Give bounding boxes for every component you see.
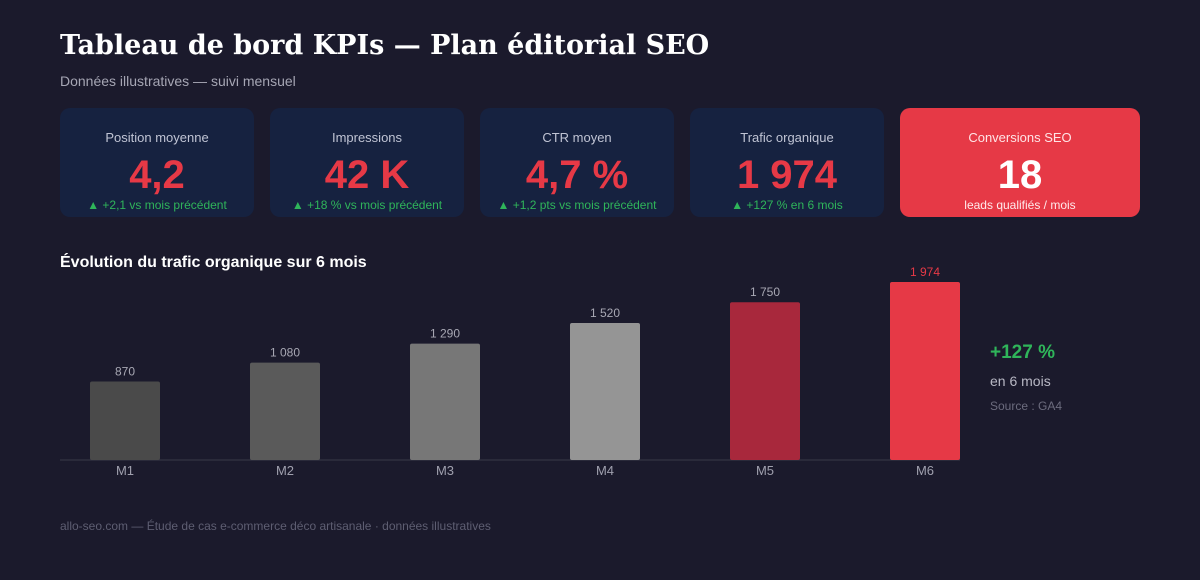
kpi-card-conversions: Conversions SEO 18 leads qualifiés / moi…: [900, 108, 1140, 217]
bar-value-label: 1 520: [590, 306, 620, 320]
kpi-label: CTR moyen: [542, 130, 612, 145]
kpi-card-traffic: Trafic organique 1 974 ▲ +127 % en 6 moi…: [690, 108, 884, 217]
page-subtitle: Données illustratives — suivi mensuel: [60, 73, 296, 89]
x-tick-label: M2: [276, 463, 294, 478]
kpi-delta: ▲ +2,1 vs mois précédent: [87, 198, 227, 212]
bar-m2: [250, 362, 320, 460]
kpi-label: Impressions: [331, 130, 403, 145]
data-source: Source : GA4: [990, 399, 1063, 413]
bar-value-label: 870: [115, 365, 135, 379]
kpi-label: Position moyenne: [105, 130, 209, 145]
kpi-delta: ▲ +18 % vs mois précédent: [291, 198, 443, 212]
bar-m3: [410, 343, 480, 460]
bar-value-label: 1 290: [430, 327, 460, 341]
kpi-label: Trafic organique: [740, 130, 834, 145]
x-tick-label: M6: [916, 463, 934, 478]
footer-note: allo-seo.com — Étude de cas e-commerce d…: [60, 519, 491, 533]
kpi-card-position: Position moyenne 4,2 ▲ +2,1 vs mois préc…: [60, 108, 254, 217]
kpi-value: 4,7 %: [525, 153, 629, 197]
bar-m5: [730, 302, 800, 460]
bar-m4: [570, 322, 640, 460]
kpi-card-impressions: Impressions 42 K ▲ +18 % vs mois précéde…: [270, 108, 464, 217]
x-tick-label: M3: [436, 463, 454, 478]
bar-value-label: 1 750: [750, 285, 780, 299]
kpi-value: 4,2: [129, 153, 185, 197]
page-title: Tableau de bord KPIs — Plan éditorial SE…: [60, 30, 710, 61]
bar-m1: [90, 381, 160, 460]
kpi-value: 1 974: [736, 153, 838, 197]
growth-value: +127 %: [990, 342, 1055, 363]
x-tick-label: M4: [596, 463, 614, 478]
kpi-value: 42 K: [324, 153, 410, 197]
kpi-card-ctr: CTR moyen 4,7 % ▲ +1,2 pts vs mois précé…: [480, 108, 674, 217]
growth-period: en 6 mois: [990, 373, 1051, 389]
kpi-delta: ▲ +127 % en 6 mois: [731, 198, 843, 212]
bar-value-label: 1 080: [270, 346, 300, 360]
x-tick-label: M5: [756, 463, 774, 478]
bar-m6: [890, 282, 960, 460]
kpi-label: Conversions SEO: [968, 130, 1072, 145]
kpi-delta: ▲ +1,2 pts vs mois précédent: [497, 198, 657, 212]
kpi-caption: leads qualifiés / mois: [964, 198, 1076, 212]
bar-value-label: 1 974: [910, 265, 940, 279]
kpi-value: 18: [997, 153, 1043, 197]
chart-title: Évolution du trafic organique sur 6 mois: [60, 254, 367, 271]
x-tick-label: M1: [116, 463, 134, 478]
